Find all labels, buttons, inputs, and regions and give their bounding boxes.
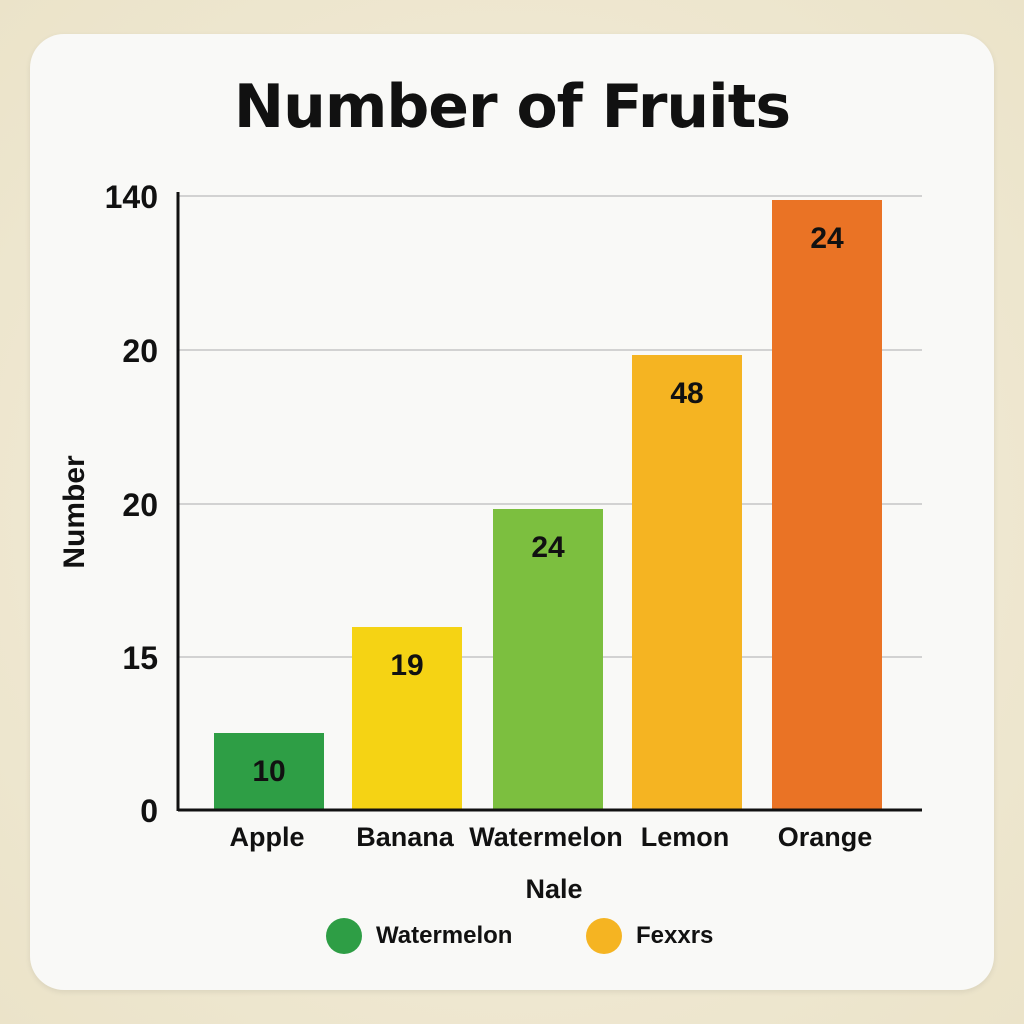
data-label: 24 [810, 222, 844, 255]
legend: Watermelon Fexxrs [0, 918, 1024, 958]
x-tick-label: Apple [229, 822, 304, 852]
legend-item-fexxrs: Fexxrs [586, 918, 713, 954]
legend-label: Watermelon [376, 922, 513, 949]
y-axis-label: Number [58, 455, 91, 569]
x-tick-label: Banana [356, 822, 455, 852]
bar-lemon [632, 355, 742, 810]
x-tick-label: Watermelon [469, 822, 623, 852]
x-tick-label: Lemon [641, 822, 730, 852]
y-tick-label: 15 [122, 640, 158, 676]
data-label: 24 [531, 531, 565, 564]
chart-title: Number of Fruits [233, 72, 791, 142]
legend-swatch [326, 918, 362, 954]
legend-label: Fexxrs [636, 922, 714, 949]
legend-item-watermelon: Watermelon [326, 918, 512, 954]
y-tick-label: 140 [105, 179, 158, 215]
legend-swatch [586, 918, 622, 954]
y-tick-label: 20 [122, 487, 158, 523]
bar-orange [772, 200, 882, 810]
y-tick-label: 0 [140, 793, 158, 829]
x-axis-label: Nale [525, 874, 582, 904]
bar-apple [214, 733, 324, 810]
data-label: 19 [390, 649, 423, 682]
bar-banana [352, 627, 462, 810]
y-tick-label: 20 [122, 333, 158, 369]
data-label: 10 [252, 755, 285, 788]
data-label: 48 [670, 377, 703, 410]
bar-watermelon [493, 509, 603, 810]
x-tick-label: Orange [778, 822, 873, 852]
